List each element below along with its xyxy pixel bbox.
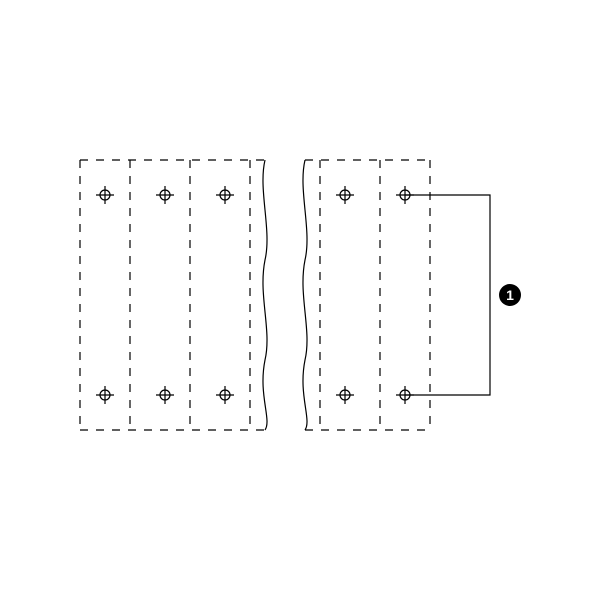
pin-marker bbox=[96, 386, 114, 404]
pin-marker bbox=[336, 186, 354, 204]
pin-marker bbox=[336, 386, 354, 404]
pin-marker bbox=[96, 186, 114, 204]
schematic-diagram: 1 bbox=[0, 0, 600, 600]
pin-marker bbox=[156, 386, 174, 404]
callout-badge: 1 bbox=[499, 284, 521, 306]
callout-bracket bbox=[405, 195, 490, 395]
pin-marker bbox=[216, 386, 234, 404]
break-line-right bbox=[303, 160, 307, 430]
break-line-left bbox=[263, 160, 267, 430]
pin-marker bbox=[216, 186, 234, 204]
pin-marker bbox=[156, 186, 174, 204]
callout-label: 1 bbox=[506, 287, 514, 303]
